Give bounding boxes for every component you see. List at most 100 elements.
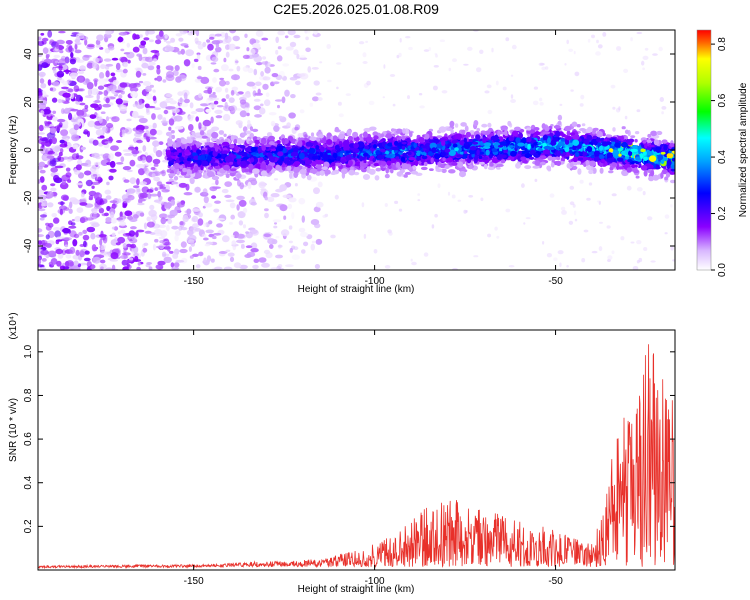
spectrogram-ridge-cell bbox=[268, 135, 275, 141]
spectrogram-noise-cell bbox=[90, 88, 99, 95]
spectrogram-noise-cell bbox=[104, 189, 112, 195]
spectrogram-noise-cell bbox=[179, 103, 189, 108]
spectrogram-ridge-cell bbox=[242, 156, 250, 160]
spectrogram-ridge-cell bbox=[560, 138, 565, 143]
spectrogram-ridge-cell bbox=[220, 138, 225, 144]
spectrogram-noise-cell bbox=[591, 34, 595, 39]
spectrogram-noise-cell bbox=[260, 103, 264, 107]
spectrogram-noise-cell bbox=[225, 199, 235, 203]
spectrogram-ridge-cell bbox=[373, 135, 379, 140]
spectrogram-noise-cell bbox=[53, 153, 59, 156]
spectrogram-noise-cell bbox=[84, 38, 88, 46]
spectrogram-noise-cell bbox=[38, 161, 46, 168]
spectrogram-noise-cell bbox=[61, 86, 69, 90]
spectrogram-noise-cell bbox=[242, 54, 250, 60]
spectrogram-noise-cell bbox=[44, 120, 48, 125]
spectrogram-ridge-cell bbox=[201, 135, 208, 139]
spectrogram-noise-cell bbox=[156, 65, 161, 70]
spectrogram-noise-cell bbox=[138, 168, 145, 176]
spectrogram-noise-cell bbox=[74, 43, 78, 50]
spectrogram-noise-cell bbox=[196, 76, 203, 80]
spectrogram-ridge-cell bbox=[310, 132, 315, 137]
spectrogram-noise-cell bbox=[382, 96, 385, 99]
spectrogram-noise-cell bbox=[70, 108, 79, 112]
spectrogram-noise-cell bbox=[569, 185, 575, 190]
spectrogram-noise-cell bbox=[122, 198, 131, 204]
spectrogram-noise-cell bbox=[636, 240, 642, 245]
spectrogram-noise-cell bbox=[213, 232, 222, 236]
spectrogram-noise-cell bbox=[87, 43, 95, 48]
spectrogram-noise-cell bbox=[127, 215, 134, 220]
spectrogram-ridge-cell bbox=[318, 134, 324, 139]
spectrogram-ridge-cell bbox=[430, 157, 434, 164]
spectrogram-noise-cell bbox=[418, 93, 423, 96]
spectrogram-noise-cell bbox=[188, 124, 194, 131]
spectrogram-ridge-cell bbox=[299, 168, 307, 175]
spectrogram-noise-cell bbox=[104, 141, 112, 144]
spectrogram-ridge-cell bbox=[331, 161, 336, 167]
spectrogram-ridge-cell bbox=[496, 166, 501, 170]
spectrogram-ridge-cell bbox=[179, 156, 184, 162]
spectrogram-noise-cell bbox=[38, 53, 43, 58]
spectrogram-ridge-cell bbox=[472, 141, 479, 145]
spectrogram-noise-cell bbox=[104, 65, 110, 70]
spectrogram-noise-cell bbox=[223, 266, 233, 270]
spectrogram-noise-cell bbox=[417, 193, 421, 196]
spectrogram-noise-cell bbox=[280, 229, 290, 237]
spectrogram-noise-cell bbox=[210, 258, 215, 263]
spectrogram-noise-cell bbox=[269, 244, 274, 249]
spectrogram-noise-cell bbox=[49, 160, 57, 167]
spectrogram-noise-cell bbox=[89, 221, 99, 225]
spectrogram-noise-cell bbox=[65, 167, 71, 172]
spectrogram-noise-cell bbox=[75, 59, 85, 63]
spectrogram-noise-cell bbox=[142, 145, 147, 152]
spectrogram-noise-cell bbox=[260, 71, 264, 77]
spectrogram-noise-cell bbox=[278, 115, 283, 119]
spectrogram-noise-cell bbox=[322, 214, 328, 218]
spectrogram-noise-cell bbox=[184, 45, 189, 48]
spectrogram-ridge-cell bbox=[524, 142, 528, 148]
spectrogram-ridge-cell bbox=[537, 142, 542, 145]
spectrogram-ridge-cell bbox=[316, 168, 321, 172]
spectrogram-ridge-cell bbox=[239, 145, 246, 149]
spectrogram-noise-cell bbox=[334, 194, 339, 200]
spectrogram-ridge-cell bbox=[593, 156, 600, 162]
spectrogram-noise-cell bbox=[599, 221, 603, 224]
spectrogram-ridge-cell bbox=[569, 150, 573, 154]
spectrogram-ridge-cell bbox=[334, 144, 340, 151]
spectrogram-noise-cell bbox=[71, 199, 80, 205]
spectrogram-ridge-cell bbox=[273, 125, 280, 132]
spectrogram-noise-cell bbox=[260, 188, 267, 191]
spectrogram-noise-cell bbox=[366, 80, 371, 86]
spectrogram-noise-cell bbox=[100, 111, 106, 114]
spectrogram-noise-cell bbox=[394, 200, 399, 204]
spectrogram-ridge-cell bbox=[461, 129, 466, 135]
spectrogram-noise-cell bbox=[129, 159, 136, 167]
spectrogram-ridge-cell bbox=[245, 130, 252, 135]
spectrogram-noise-cell bbox=[361, 202, 365, 208]
spectrogram-noise-cell bbox=[195, 40, 202, 45]
spectrogram-noise-cell bbox=[168, 118, 175, 126]
spectrogram-noise-cell bbox=[63, 207, 70, 211]
spectrogram-noise-cell bbox=[258, 181, 267, 189]
spectrogram-noise-cell bbox=[204, 202, 213, 208]
spectrogram-ridge-cell bbox=[596, 130, 603, 138]
spectrogram-noise-cell bbox=[236, 108, 242, 111]
spectrogram-noise-cell bbox=[300, 55, 306, 59]
spectrogram-noise-cell bbox=[53, 174, 60, 182]
spectrogram-noise-cell bbox=[326, 44, 332, 49]
spectrogram-ridge-cell bbox=[577, 157, 584, 161]
spectrogram-noise-cell bbox=[224, 194, 232, 198]
spectrogram-noise-cell bbox=[213, 208, 220, 213]
spectrogram-noise-cell bbox=[165, 202, 172, 209]
spectrogram-ridge-cell bbox=[352, 131, 359, 138]
spectrogram-noise-cell bbox=[80, 146, 86, 150]
spectrogram-noise-cell bbox=[146, 30, 156, 35]
spectrogram-ridge-cell bbox=[168, 134, 173, 140]
spectrogram-noise-cell bbox=[77, 263, 82, 268]
spectrogram-noise-cell bbox=[250, 201, 257, 206]
spectrogram-ridge-cell bbox=[606, 157, 615, 163]
spectrogram-noise-cell bbox=[162, 246, 171, 250]
spectrogram-noise-cell bbox=[216, 105, 224, 108]
spectrogram-ridge-cell bbox=[541, 123, 546, 130]
